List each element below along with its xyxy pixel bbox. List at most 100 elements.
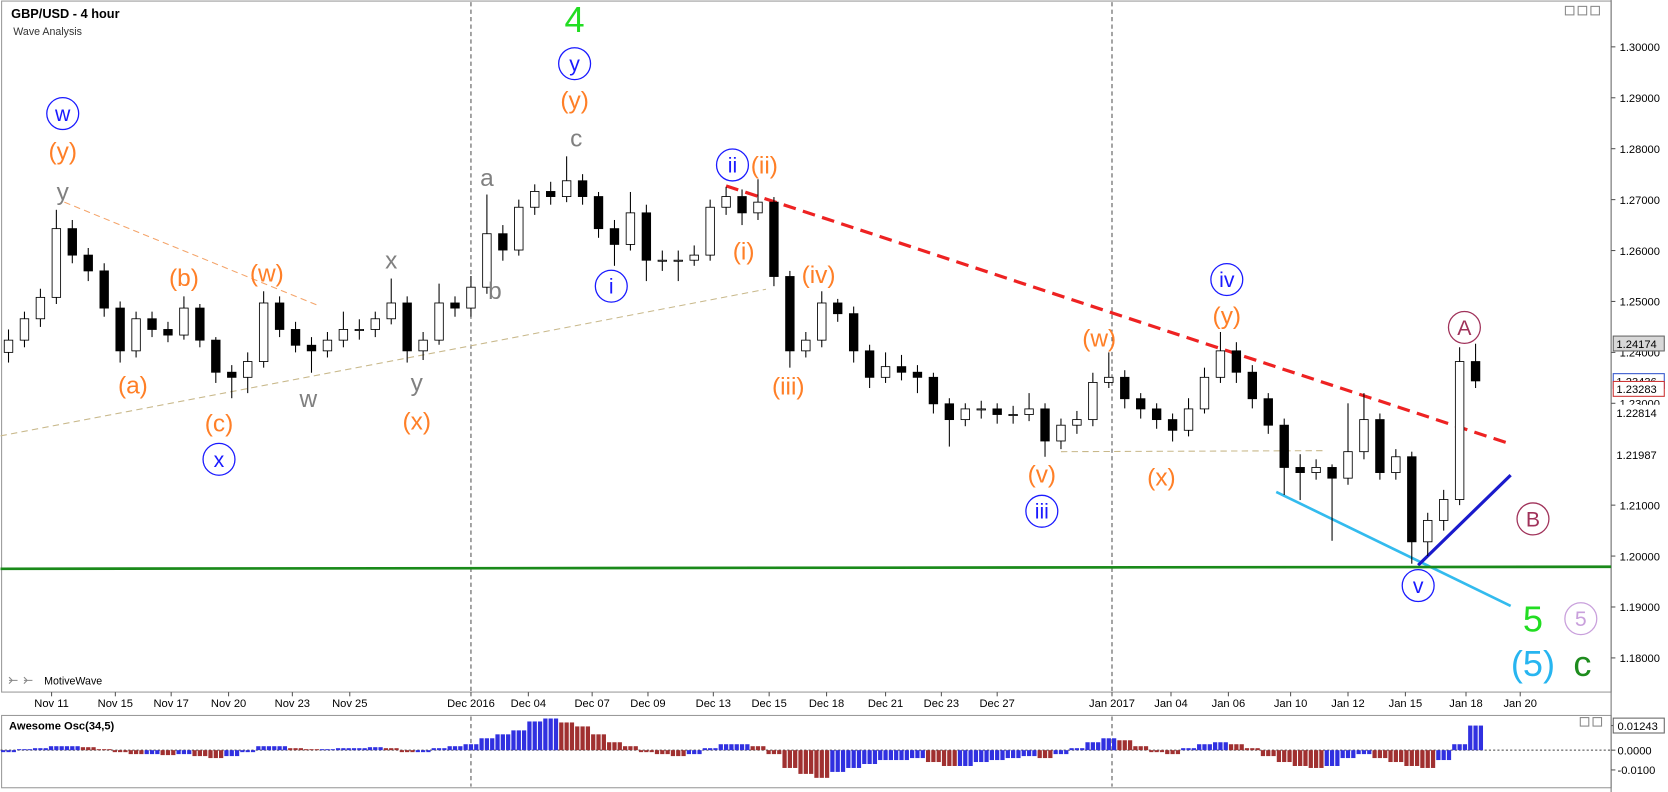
oscillator-bar — [1308, 750, 1313, 768]
x-tick-label: Nov 15 — [98, 698, 133, 710]
wave-label: y — [411, 370, 424, 397]
oscillator-bar — [399, 750, 404, 753]
wave-label: (x) — [402, 409, 431, 436]
oscillator-bar — [43, 748, 48, 751]
candle-body — [386, 302, 396, 320]
oscillator-bar — [1271, 750, 1276, 757]
oscillator-bar — [314, 749, 319, 751]
oscillator-bar — [771, 750, 777, 755]
oscillator-bar — [1351, 750, 1356, 759]
candle-body — [1231, 350, 1242, 373]
oscillator-bar — [702, 748, 707, 751]
wave-label: w — [298, 386, 317, 413]
oscillator-bar — [1074, 748, 1080, 751]
oscillator-bar — [1106, 738, 1111, 751]
oscillator-bar — [64, 746, 70, 751]
oscillator-bar — [957, 750, 963, 766]
oscillator-bar — [32, 748, 38, 751]
oscillator-bar — [1111, 738, 1117, 751]
oscillator-bar — [256, 746, 261, 751]
oscillator-bar — [622, 746, 628, 751]
candle-body — [609, 228, 620, 245]
oscillator-bar — [420, 750, 426, 753]
candle-body — [848, 313, 859, 352]
wave-label: (y) — [1213, 303, 1242, 330]
oscillator-bar — [628, 746, 633, 751]
wave-label: (iii) — [772, 373, 805, 400]
x-tick-label: Jan 20 — [1503, 698, 1537, 710]
oscillator-bar — [1319, 750, 1324, 768]
oscillator-bar — [819, 750, 824, 778]
oscillator-bar — [107, 749, 112, 751]
wave-label: iii — [1035, 500, 1049, 524]
oscillator-bar — [1228, 744, 1234, 751]
wave-label: A — [1457, 316, 1472, 340]
wave-label: B — [1526, 507, 1540, 531]
oscillator-bar — [282, 746, 288, 751]
oscillator-bar — [936, 750, 941, 763]
oscillator-bar — [878, 750, 883, 761]
oscillator-bar — [96, 749, 102, 751]
x-tick-label: Dec 18 — [809, 698, 844, 710]
oscillator-bar — [506, 734, 511, 751]
x-tick-label: Dec 27 — [980, 698, 1015, 710]
oscillator-bar — [915, 750, 920, 759]
oscillator-bar — [1197, 744, 1202, 751]
wave-label-circle — [558, 47, 592, 81]
wave-label: b — [488, 278, 502, 305]
oscillator-bar — [479, 738, 484, 751]
oscillator-bar — [357, 748, 362, 751]
oscillator-bar — [48, 746, 54, 751]
toolbar-icons[interactable] — [8, 5, 1603, 727]
oscillator-bar — [1478, 725, 1484, 751]
oscillator-bar — [70, 746, 75, 751]
oscillator-bar — [537, 721, 543, 751]
oscillator-bar — [904, 750, 909, 761]
chart-subtitle: Wave Analysis — [13, 26, 82, 38]
oscillator-bar — [649, 750, 654, 753]
oscillator-bar — [1234, 744, 1239, 751]
oscillator-bar — [840, 750, 846, 772]
candle-body — [195, 307, 205, 341]
oscillator-bar — [739, 744, 745, 751]
y-tick-label: 1.27000 — [1620, 195, 1660, 207]
oscillator-bar — [814, 750, 819, 778]
oscillator-bar — [1287, 750, 1292, 763]
wave-label-circle — [46, 96, 80, 131]
oscillator-bar — [229, 750, 234, 757]
oscillator-bar — [27, 749, 32, 751]
oscillator-bar — [782, 750, 787, 768]
y-tick-label: 1.21000 — [1620, 500, 1660, 512]
candle-body — [1199, 376, 1210, 410]
oscillator-bar — [697, 750, 702, 755]
oscillator-bar — [809, 750, 814, 774]
candle-body — [1104, 376, 1114, 383]
wave-label-circle — [1447, 310, 1481, 345]
x-tick-label: Dec 09 — [630, 698, 665, 710]
oscillator-bar — [941, 750, 947, 766]
oscillator-bar — [1372, 750, 1377, 759]
candle-body — [466, 286, 476, 309]
oscillator-bar — [59, 746, 64, 751]
oscillator-bar — [330, 749, 335, 751]
oscillator-bar — [293, 748, 298, 751]
oscillator-bar — [1399, 750, 1404, 763]
oscillator-bar — [17, 749, 22, 751]
wave-label: 5 — [1523, 598, 1543, 639]
oscillator-bar — [1329, 750, 1335, 766]
wave-label: (w) — [250, 260, 284, 287]
oscillator-bar — [208, 750, 213, 759]
oscillator-bar — [580, 726, 585, 751]
candle-body — [498, 233, 508, 251]
oscillator-bar — [1361, 750, 1367, 755]
oscillator-bar — [532, 721, 537, 751]
oscillator-bar — [415, 750, 420, 753]
oscillator-bar — [197, 750, 202, 757]
oscillator-bar — [543, 718, 548, 751]
oscillator-bar — [171, 750, 176, 756]
oscillator-bar — [1377, 750, 1383, 759]
trend-line — [725, 184, 1512, 446]
oscillator-bar — [824, 750, 830, 778]
oscillator-bar — [490, 738, 495, 751]
wave-label: (c) — [205, 411, 234, 438]
